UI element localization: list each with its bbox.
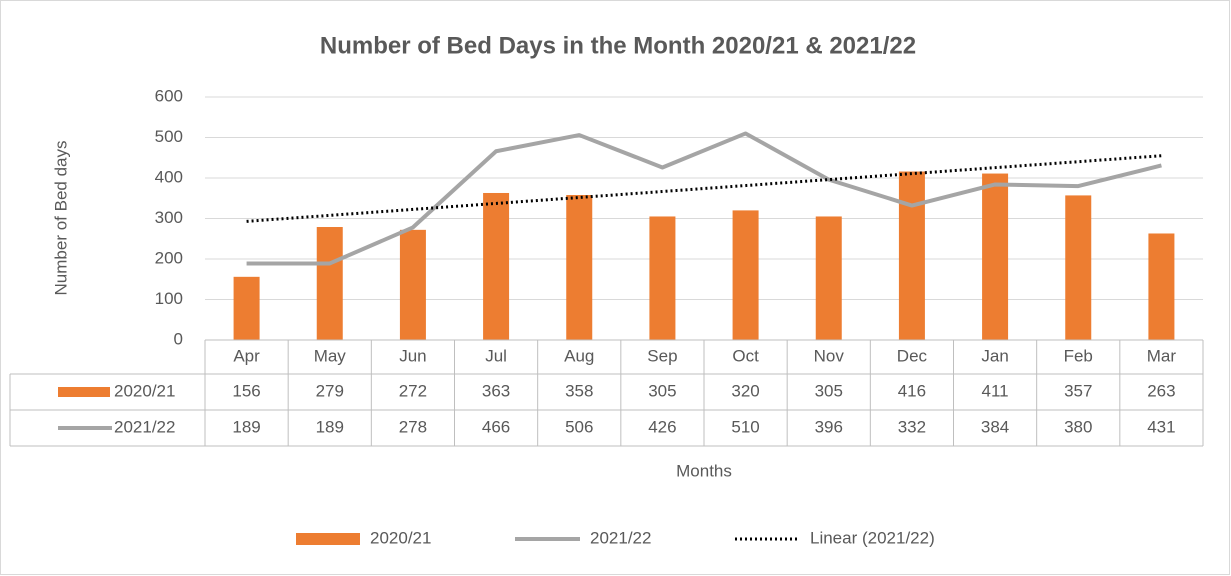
table-cell: 506 [565,417,593,436]
table-cell: 279 [316,381,344,400]
table-cell: 396 [815,417,843,436]
x-tick-label: Jan [981,346,1008,365]
x-tick-label: Sep [647,346,677,365]
legend-label: 2021/22 [590,528,651,547]
bar [898,171,925,340]
table-legend-key [58,387,110,397]
bar [1065,195,1092,340]
table-cell: 380 [1064,417,1092,436]
table-cell: 156 [232,381,260,400]
table-cell: 363 [482,381,510,400]
bar [815,216,842,340]
bar [982,173,1009,340]
bar [399,229,426,340]
table-cell: 431 [1147,417,1175,436]
table-cell: 357 [1064,381,1092,400]
y-tick-label: 400 [155,167,183,186]
table-cell: 189 [232,417,260,436]
bar [732,210,759,340]
legend-label: Linear (2021/22) [810,528,935,547]
y-tick-label: 600 [155,86,183,105]
table-cell: 272 [399,381,427,400]
y-tick-label: 300 [155,208,183,227]
bar [566,195,593,340]
table-cell: 332 [898,417,926,436]
bar [233,276,260,340]
table-cell: 358 [565,381,593,400]
x-tick-label: Mar [1147,346,1177,365]
y-tick-label: 500 [155,127,183,146]
x-tick-label: Dec [897,346,928,365]
line [246,131,1162,266]
y-tick-label: 200 [155,248,183,267]
x-tick-label: Feb [1064,346,1093,365]
table-cell: 466 [482,417,510,436]
x-tick-label: Jul [485,346,507,365]
table-cell: 320 [731,381,759,400]
bar [316,227,343,340]
bar [483,192,510,340]
chart-title: Number of Bed Days in the Month 2020/21 … [320,32,916,59]
y-tick-label: 0 [174,329,183,348]
x-tick-label: Aug [564,346,594,365]
bar [649,216,676,340]
legend-label: 2020/21 [370,528,431,547]
y-axis-label: Number of Bed days [51,141,70,296]
table-cell: 510 [731,417,759,436]
table-cell: 305 [815,381,843,400]
table-cell: 426 [648,417,676,436]
x-tick-label: Apr [233,346,260,365]
y-tick-label: 100 [155,289,183,308]
x-tick-label: Jun [399,346,426,365]
bar [1148,233,1175,340]
table-series-name: 2021/22 [114,417,175,436]
x-tick-label: Nov [814,346,845,365]
x-tick-label: May [314,346,347,365]
x-tick-label: Oct [732,346,759,365]
table-cell: 305 [648,381,676,400]
table-cell: 263 [1147,381,1175,400]
x-axis-label: Months [676,461,732,480]
table-cell: 416 [898,381,926,400]
table-cell: 411 [982,381,1009,400]
table-series-name: 2020/21 [114,381,175,400]
legend-key [296,533,360,545]
table-cell: 278 [399,417,427,436]
table-cell: 384 [981,417,1009,436]
table-cell: 189 [316,417,344,436]
